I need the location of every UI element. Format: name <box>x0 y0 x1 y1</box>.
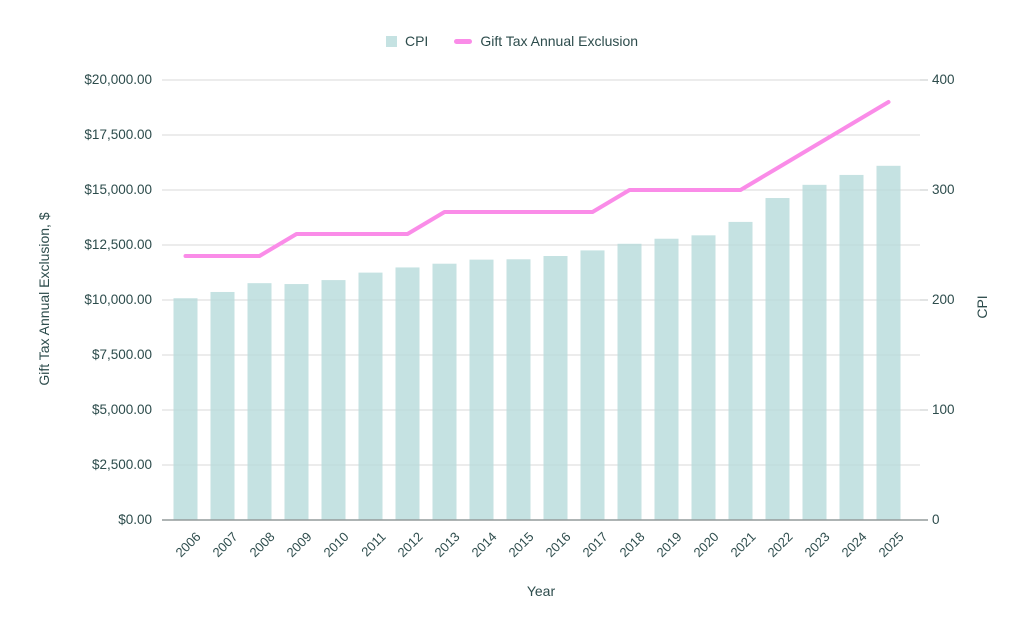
line-gift-tax-annual-exclusion[interactable] <box>183 100 891 258</box>
bar-2012[interactable] <box>395 267 420 520</box>
bar-2024[interactable] <box>839 174 864 520</box>
bar-2008[interactable] <box>247 283 272 520</box>
legend-label-gift-tax-annual-exclusion: Gift Tax Annual Exclusion <box>480 33 639 49</box>
bar-2011[interactable] <box>358 272 383 520</box>
bar-2010[interactable] <box>321 280 346 520</box>
bar-2013[interactable] <box>432 263 457 520</box>
legend-item-cpi[interactable]: CPI <box>385 33 429 49</box>
bar-2023[interactable] <box>802 184 827 520</box>
y-axis-left-title: Gift Tax Annual Exclusion, $ <box>36 212 52 386</box>
bar-2015[interactable] <box>506 259 531 520</box>
legend-label-cpi: CPI <box>404 33 429 49</box>
bar-2018[interactable] <box>617 243 642 521</box>
legend-item-gift-tax-annual-exclusion[interactable]: Gift Tax Annual Exclusion <box>454 33 638 49</box>
bar-2022[interactable] <box>765 198 790 520</box>
bar-2009[interactable] <box>284 284 309 520</box>
bar-2014[interactable] <box>469 259 494 520</box>
bar-2019[interactable] <box>654 238 679 521</box>
bar-2007[interactable] <box>210 291 235 520</box>
bar-2016[interactable] <box>543 256 568 520</box>
bar-2017[interactable] <box>580 250 605 520</box>
legend-square-icon <box>385 35 397 47</box>
bar-2006[interactable] <box>173 298 198 520</box>
y-axis-right-title: CPI <box>974 295 990 319</box>
bar-2021[interactable] <box>728 221 753 520</box>
legend: CPI Gift Tax Annual Exclusion <box>0 31 1024 51</box>
legend-dash-icon <box>454 38 473 44</box>
x-axis-title: Year <box>526 583 556 599</box>
bar-2020[interactable] <box>691 235 716 520</box>
bar-2025[interactable] <box>876 165 901 521</box>
